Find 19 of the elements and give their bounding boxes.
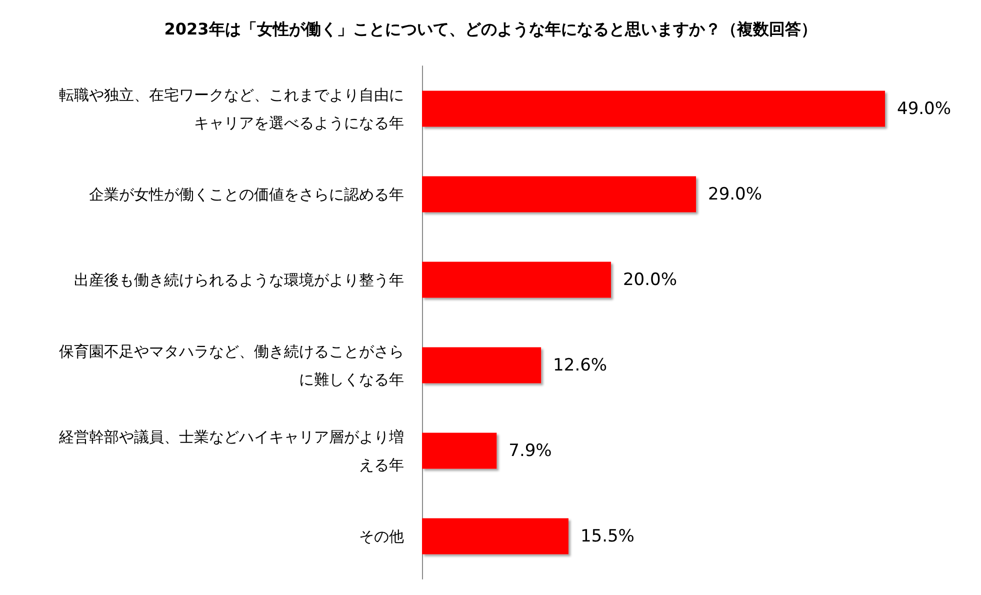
data-label: 12.6%	[553, 355, 608, 376]
bar	[422, 432, 497, 469]
data-label: 29.0%	[708, 184, 762, 204]
bar	[422, 518, 568, 554]
bar	[422, 176, 696, 212]
data-label: 15.5%	[580, 526, 634, 546]
bar	[422, 347, 542, 384]
y-tick-label: その他	[359, 527, 404, 546]
y-tick-label: 保育園不足やマタハラなど、働き続けることがさらに難しくなる年	[59, 342, 404, 388]
y-tick-label: 転職や独立、在宅ワークなど、これまでより自由にキャリアを選べるようになる年	[59, 86, 404, 132]
y-tick-label: 経営幹部や議員、士業などハイキャリア層がより増える年	[58, 428, 404, 474]
data-label: 7.9%	[508, 440, 552, 461]
y-tick-label: 企業が女性が働くことの価値をさらに認める年	[89, 185, 404, 204]
bar	[422, 90, 885, 127]
data-label: 20.0%	[622, 270, 677, 290]
y-tick-label: 出産後も働き続けられるような環境がより整う年	[74, 270, 404, 289]
chart-title: 2023年は「女性が働く」ことについて、どのような年になると思いますか？（複数回答）	[164, 20, 817, 38]
bar	[422, 262, 611, 298]
data-label: 49.0%	[897, 98, 952, 119]
